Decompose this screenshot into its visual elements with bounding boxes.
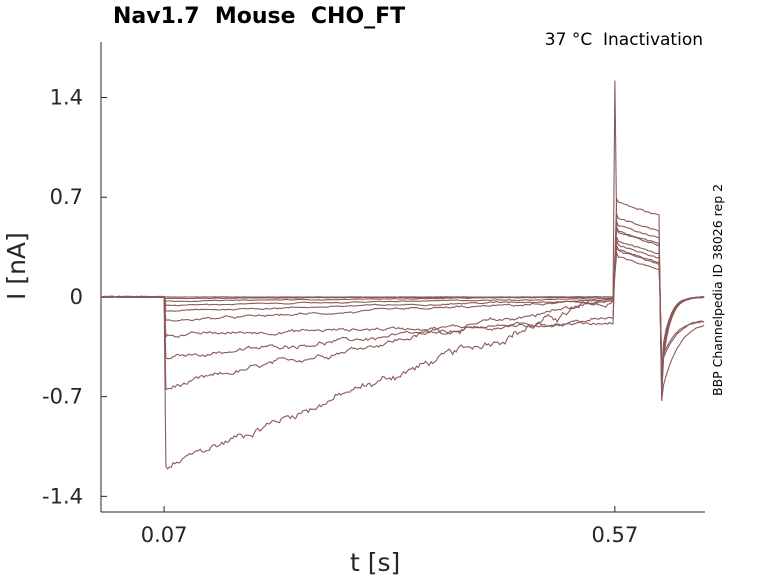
x-tick-label: 0.57: [591, 523, 638, 547]
channelpedia-id-note: BBP Channelpedia ID 38026 rep 2: [710, 184, 725, 396]
y-tick-label: -0.7: [42, 385, 83, 409]
chart-subtitle: 37 °C Inactivation: [545, 30, 703, 50]
trace-line: [101, 81, 704, 390]
traces: [101, 81, 704, 469]
y-axis-label: I [nA]: [2, 232, 31, 300]
tick-labels: 1.4 0.7 0 -0.7 -1.4 0.07 0.57: [42, 86, 638, 547]
y-tick-label: 1.4: [50, 86, 83, 110]
y-tick-label: 0.7: [50, 185, 83, 209]
y-tick-label: -1.4: [42, 484, 83, 508]
y-tick-label: 0: [70, 285, 83, 309]
x-tick-label: 0.07: [141, 523, 188, 547]
x-axis-label: t [s]: [350, 548, 400, 577]
chart-title: Nav1.7 Mouse CHO_FT: [113, 4, 405, 29]
chart-area: 1.4 0.7 0 -0.7 -1.4 0.07 0.57: [0, 0, 778, 583]
